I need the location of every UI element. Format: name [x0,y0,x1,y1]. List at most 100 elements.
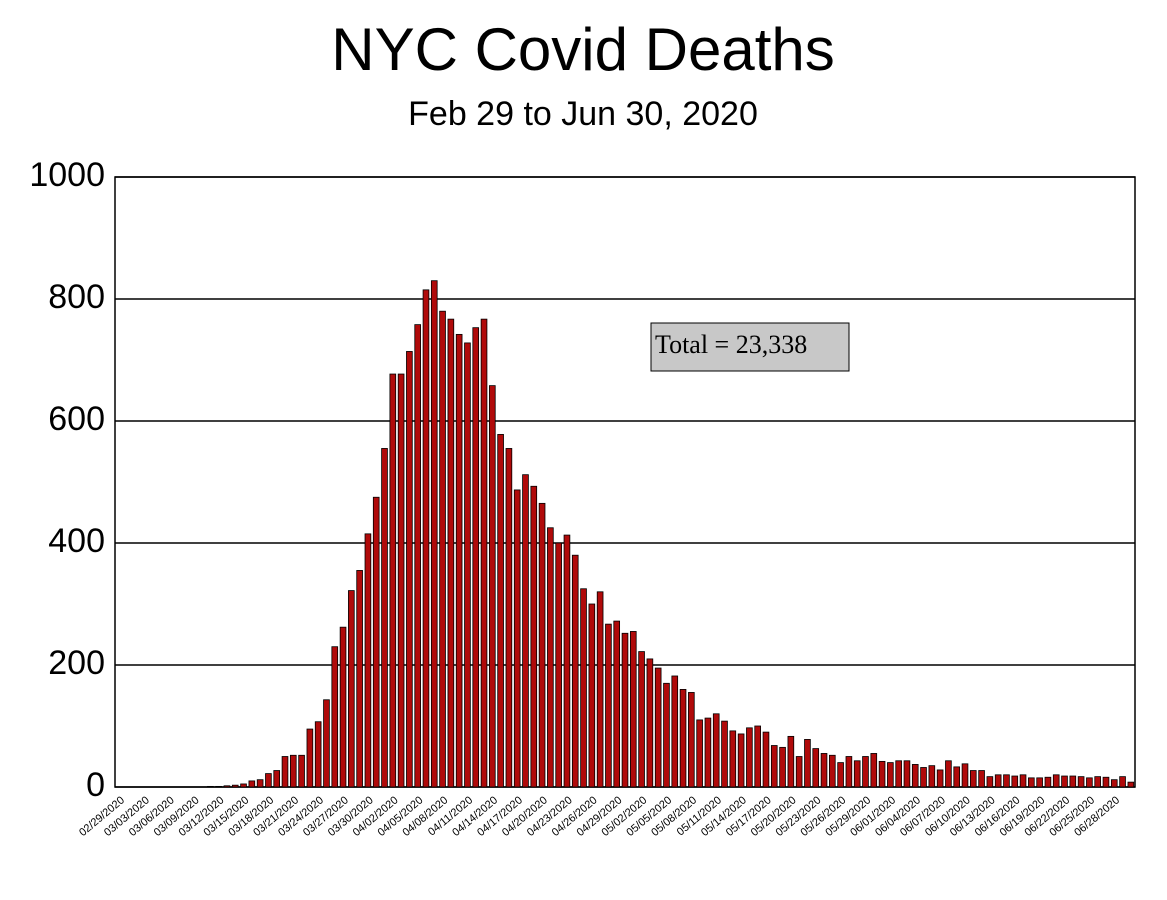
chart-subtitle: Feb 29 to Jun 30, 2020 [408,95,758,133]
bar [845,756,853,788]
bar [969,770,977,788]
bar [953,766,961,788]
bar [1003,774,1010,788]
y-tick-label: 200 [48,644,105,682]
bar [779,746,786,788]
bar [381,448,388,788]
annotation-box [650,322,850,372]
bar [323,699,330,788]
bar [314,721,322,788]
bar [671,675,679,788]
bar [812,748,820,788]
bar [729,730,737,788]
bar [563,534,571,788]
bar [422,289,430,788]
bar [978,770,985,788]
bar [613,620,621,788]
bar [1069,775,1077,788]
bar [489,385,496,788]
bar [936,769,944,788]
bar [207,785,214,788]
bar [911,764,919,788]
bar [497,434,504,788]
bar [215,785,222,788]
bar [737,733,745,788]
bar [862,756,869,788]
bar [571,554,579,788]
bar [1044,776,1052,788]
bar [887,762,894,788]
bar [1094,776,1101,788]
bar [1036,777,1043,788]
bar [688,692,695,788]
bar [372,496,380,788]
bar [1102,776,1110,788]
bar [256,779,264,788]
bar [513,489,521,788]
bar [663,682,670,788]
bar [787,735,795,788]
chart-title: NYC Covid Deaths [331,16,835,83]
bar [712,713,720,788]
bar [679,689,687,788]
bar [348,590,355,788]
bar [1077,776,1085,788]
bar [704,717,712,788]
bar [522,474,529,788]
bar [903,760,911,788]
bar [605,623,612,788]
bar [240,783,247,788]
bar [555,542,562,788]
bar [1110,779,1118,788]
bar [638,651,645,788]
bar [596,591,604,788]
bar [455,333,463,788]
annotation: Total = 23,338 [655,330,807,359]
bar [480,318,488,788]
bar [746,727,753,788]
bar [928,765,936,788]
bar [870,753,878,788]
bar [853,760,861,788]
bar [770,745,778,788]
bar [895,760,902,788]
bar [289,754,297,788]
bar [472,327,480,788]
bar [837,762,844,788]
y-tick-label: 1000 [29,156,105,194]
bar [878,760,886,788]
bar [1127,781,1135,788]
bar [1028,777,1035,788]
bar [1119,776,1126,788]
bar [406,351,413,788]
bar [364,533,372,788]
bar [430,280,438,788]
bar [795,756,803,788]
bar [820,753,828,788]
bar [629,631,637,788]
bar [1061,775,1068,788]
bar [621,632,629,788]
bar [538,502,546,788]
y-tick-label: 0 [86,766,105,804]
bar [654,667,662,788]
y-tick-label: 600 [48,400,105,438]
bar [721,720,728,788]
bar [447,318,455,788]
y-tick-label: 800 [48,278,105,316]
bar [945,760,952,788]
bar [829,754,836,788]
bar [588,603,596,788]
bar [223,785,231,788]
bar [754,725,761,788]
bar [397,373,405,788]
bar [439,310,446,788]
bar [580,588,587,788]
bar [231,784,239,788]
bar [505,448,513,788]
bar [339,626,347,788]
bar [804,739,811,788]
bar [762,731,770,788]
